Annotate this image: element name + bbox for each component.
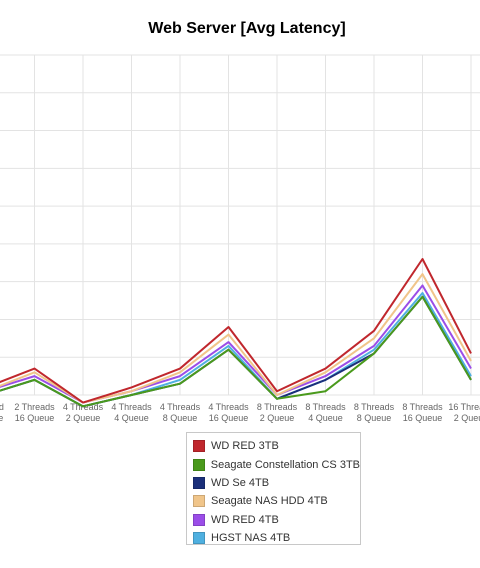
legend-label: Seagate NAS HDD 4TB	[211, 495, 328, 508]
legend-label: Seagate Constellation CS 3TB	[210, 458, 360, 471]
legend-label: WD RED 3TB	[211, 440, 279, 453]
legend-swatch	[193, 476, 205, 489]
x-tick-label: 4 Threads 2 Queue	[63, 402, 104, 423]
chart-title: Web Server [Avg Latency]	[148, 20, 346, 37]
series-line-seagate-nas-hdd-4tb	[0, 273, 472, 404]
x-tick-label: 1 Thread1 Queue	[0, 402, 4, 423]
x-tick-label: 2 Threads 16 Queue	[14, 402, 55, 423]
series-line-seagate-constellation-cs-3tb	[0, 295, 472, 408]
legend-item[interactable]: Seagate Constellation CS 3TB	[193, 455, 360, 473]
legend-label: HGST NAS 4TB	[211, 532, 291, 545]
x-tick-label: 4 Threads 4 Queue	[111, 402, 152, 423]
x-tick-label: 8 Threads 2 Queue	[257, 402, 298, 423]
legend-item[interactable]: WD RED 3TB	[193, 437, 360, 455]
x-tick-label: 8 Threads 4 Queue	[305, 402, 346, 423]
legend-item[interactable]: WD Se 4TB	[193, 474, 360, 492]
legend-swatch	[193, 458, 205, 471]
legend-label: WD RED 4TB	[211, 513, 279, 526]
x-tick-label: 8 Threads 16 Queue	[402, 402, 443, 423]
legend-label: WD Se 4TB	[211, 476, 270, 489]
legend-item[interactable]: WD RED 4TB	[193, 511, 360, 529]
legend-swatch	[193, 532, 205, 545]
legend-swatch	[193, 495, 205, 508]
x-tick-label: 4 Threads 8 Queue	[160, 402, 201, 423]
series-line-wd-red-3tb	[0, 258, 472, 404]
legend-swatch	[193, 440, 205, 453]
series-line-wd-red-4tb	[0, 284, 472, 404]
legend-item[interactable]: Seagate NAS HDD 4TB	[193, 492, 360, 510]
legend-swatch	[193, 513, 205, 526]
x-tick-label: 8 Threads 8 Queue	[354, 402, 395, 423]
x-tick-label: 4 Threads 16 Queue	[208, 402, 249, 423]
legend-item[interactable]: HGST NAS 4TB	[193, 529, 360, 547]
chart-legend: WD RED 3TB Seagate Constellation CS 3TB WD…	[186, 432, 361, 545]
